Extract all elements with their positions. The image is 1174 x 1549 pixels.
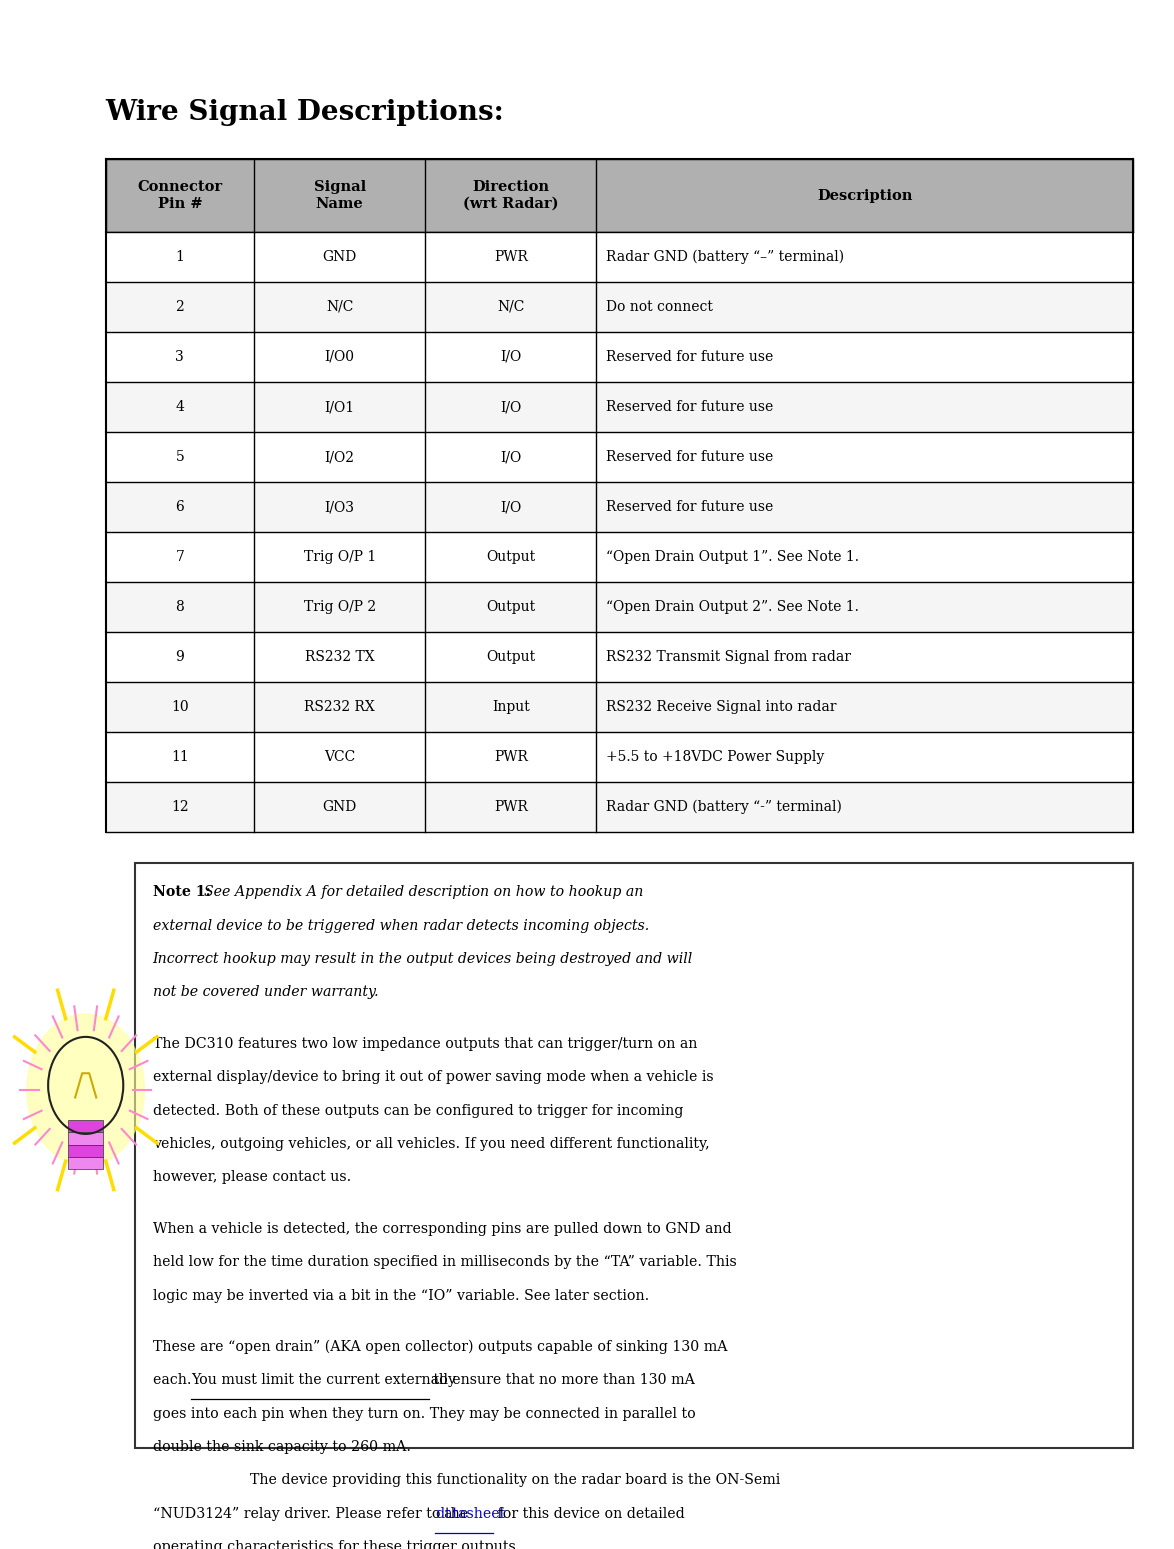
Text: The device providing this functionality on the radar board is the ON-Semi: The device providing this functionality … <box>214 1473 780 1487</box>
Text: 6: 6 <box>175 500 184 514</box>
Text: I/O0: I/O0 <box>325 350 355 364</box>
FancyBboxPatch shape <box>106 232 1133 282</box>
FancyBboxPatch shape <box>68 1120 103 1132</box>
Text: See Appendix A for detailed description on how to hookup an: See Appendix A for detailed description … <box>204 886 643 900</box>
Text: RS232 RX: RS232 RX <box>304 700 375 714</box>
Text: “Open Drain Output 2”. See Note 1.: “Open Drain Output 2”. See Note 1. <box>606 599 858 613</box>
Text: I/O1: I/O1 <box>324 400 355 414</box>
Circle shape <box>27 1015 144 1166</box>
Text: PWR: PWR <box>494 249 528 263</box>
Text: Radar GND (battery “-” terminal): Radar GND (battery “-” terminal) <box>606 799 842 815</box>
FancyBboxPatch shape <box>106 383 1133 432</box>
Text: You must limit the current externally: You must limit the current externally <box>191 1374 457 1388</box>
Text: Trig O/P 2: Trig O/P 2 <box>304 599 376 613</box>
Circle shape <box>48 1036 123 1134</box>
Text: external display/device to bring it out of power saving mode when a vehicle is: external display/device to bring it out … <box>153 1070 714 1084</box>
Text: PWR: PWR <box>494 801 528 815</box>
Text: 12: 12 <box>171 801 189 815</box>
Text: Signal
Name: Signal Name <box>313 180 366 211</box>
Text: 9: 9 <box>175 651 184 665</box>
Text: I/O: I/O <box>500 400 521 414</box>
Text: operating characteristics for these trigger outputs.: operating characteristics for these trig… <box>153 1540 520 1549</box>
Text: 1: 1 <box>175 249 184 263</box>
Text: not be covered under warranty.: not be covered under warranty. <box>153 985 378 999</box>
Text: These are “open drain” (AKA open collector) outputs capable of sinking 130 mA: These are “open drain” (AKA open collect… <box>153 1340 727 1354</box>
FancyBboxPatch shape <box>68 1145 103 1157</box>
Text: Reserved for future use: Reserved for future use <box>606 350 774 364</box>
Text: datasheet: datasheet <box>436 1507 506 1521</box>
Text: Radar GND (battery “–” terminal): Radar GND (battery “–” terminal) <box>606 249 844 265</box>
Text: Description: Description <box>817 189 912 203</box>
FancyBboxPatch shape <box>106 160 1133 232</box>
Text: Connector
Pin #: Connector Pin # <box>137 180 222 211</box>
Text: Wire Signal Descriptions:: Wire Signal Descriptions: <box>106 99 505 125</box>
Text: +5.5 to +18VDC Power Supply: +5.5 to +18VDC Power Supply <box>606 750 824 764</box>
Text: each.: each. <box>153 1374 196 1388</box>
Text: GND: GND <box>323 801 357 815</box>
Text: “Open Drain Output 1”. See Note 1.: “Open Drain Output 1”. See Note 1. <box>606 550 859 564</box>
Text: to ensure that no more than 130 mA: to ensure that no more than 130 mA <box>429 1374 695 1388</box>
FancyBboxPatch shape <box>135 863 1133 1448</box>
Text: 10: 10 <box>171 700 189 714</box>
FancyBboxPatch shape <box>106 733 1133 782</box>
Text: logic may be inverted via a bit in the “IO” variable. See later section.: logic may be inverted via a bit in the “… <box>153 1289 649 1303</box>
Text: Incorrect hookup may result in the output devices being destroyed and will: Incorrect hookup may result in the outpu… <box>153 953 693 967</box>
Text: N/C: N/C <box>326 301 353 314</box>
Text: goes into each pin when they turn on. They may be connected in parallel to: goes into each pin when they turn on. Th… <box>153 1406 695 1420</box>
Text: Input: Input <box>492 700 529 714</box>
Text: external device to be triggered when radar detects incoming objects.: external device to be triggered when rad… <box>153 919 649 932</box>
FancyBboxPatch shape <box>106 533 1133 582</box>
Text: Reserved for future use: Reserved for future use <box>606 400 774 414</box>
Text: I/O2: I/O2 <box>325 451 355 465</box>
FancyBboxPatch shape <box>68 1157 103 1169</box>
Text: Output: Output <box>486 651 535 665</box>
Text: When a vehicle is detected, the corresponding pins are pulled down to GND and: When a vehicle is detected, the correspo… <box>153 1222 731 1236</box>
Text: “NUD3124” relay driver. Please refer to the: “NUD3124” relay driver. Please refer to … <box>153 1507 472 1521</box>
Text: 5: 5 <box>175 451 184 465</box>
Text: RS232 TX: RS232 TX <box>305 651 375 665</box>
Text: Reserved for future use: Reserved for future use <box>606 451 774 465</box>
Text: Output: Output <box>486 550 535 564</box>
Text: 3: 3 <box>175 350 184 364</box>
Text: vehicles, outgoing vehicles, or all vehicles. If you need different functionalit: vehicles, outgoing vehicles, or all vehi… <box>153 1137 709 1151</box>
Text: RS232 Transmit Signal from radar: RS232 Transmit Signal from radar <box>606 651 851 665</box>
Text: The DC310 features two low impedance outputs that can trigger/turn on an: The DC310 features two low impedance out… <box>153 1036 697 1050</box>
Text: I/O: I/O <box>500 451 521 465</box>
Text: Do not connect: Do not connect <box>606 301 713 314</box>
FancyBboxPatch shape <box>106 632 1133 682</box>
Text: 4: 4 <box>175 400 184 414</box>
FancyBboxPatch shape <box>106 282 1133 331</box>
FancyBboxPatch shape <box>106 432 1133 482</box>
Text: I/O: I/O <box>500 350 521 364</box>
FancyBboxPatch shape <box>106 582 1133 632</box>
FancyBboxPatch shape <box>106 482 1133 533</box>
FancyBboxPatch shape <box>106 682 1133 733</box>
Text: 8: 8 <box>175 599 184 613</box>
Text: N/C: N/C <box>497 301 525 314</box>
Text: detected. Both of these outputs can be configured to trigger for incoming: detected. Both of these outputs can be c… <box>153 1103 683 1117</box>
Text: RS232 Receive Signal into radar: RS232 Receive Signal into radar <box>606 700 836 714</box>
Text: however, please contact us.: however, please contact us. <box>153 1171 351 1185</box>
Text: double the sink capacity to 260 mA.: double the sink capacity to 260 mA. <box>153 1441 411 1455</box>
Text: Note 1:: Note 1: <box>153 886 215 900</box>
Text: GND: GND <box>323 249 357 263</box>
Text: 11: 11 <box>171 750 189 764</box>
Text: I/O3: I/O3 <box>325 500 355 514</box>
FancyBboxPatch shape <box>106 782 1133 832</box>
Text: held low for the time duration specified in milliseconds by the “TA” variable. T: held low for the time duration specified… <box>153 1255 736 1269</box>
Text: Trig O/P 1: Trig O/P 1 <box>304 550 376 564</box>
Text: Direction
(wrt Radar): Direction (wrt Radar) <box>463 180 559 211</box>
Text: 2: 2 <box>175 301 184 314</box>
Text: for this device on detailed: for this device on detailed <box>493 1507 684 1521</box>
Text: 7: 7 <box>175 550 184 564</box>
Text: PWR: PWR <box>494 750 528 764</box>
Text: Output: Output <box>486 599 535 613</box>
FancyBboxPatch shape <box>106 331 1133 383</box>
Text: VCC: VCC <box>324 750 356 764</box>
Text: I/O: I/O <box>500 500 521 514</box>
FancyBboxPatch shape <box>68 1132 103 1145</box>
Text: Reserved for future use: Reserved for future use <box>606 500 774 514</box>
